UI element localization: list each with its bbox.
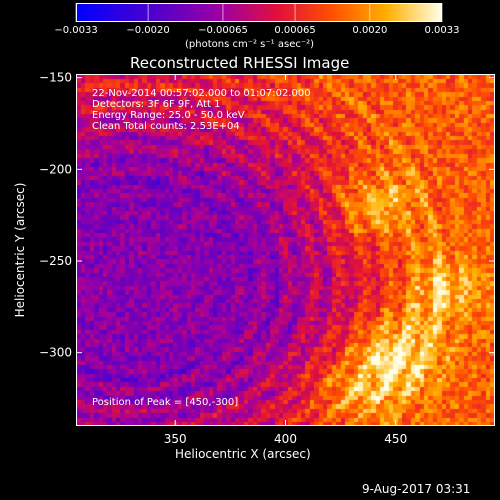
- x-axis-label: Heliocentric X (arcsec): [175, 447, 311, 461]
- colorbar-label: (photons cm⁻² s⁻¹ asec⁻²): [185, 39, 315, 50]
- info-energy-range: Energy Range: 25.0 - 50.0 keV: [92, 110, 245, 121]
- colorbar-tick-label: 0.0020: [352, 25, 388, 36]
- x-tick-label: 400: [274, 432, 297, 446]
- peak-position-label: Position of Peak = [450,-300]: [92, 397, 239, 408]
- chart-title: Reconstructed RHESSI Image: [130, 54, 350, 72]
- info-detectors: Detectors: 3F 6F 9F, Att 1: [92, 99, 221, 110]
- y-tick-label: −250: [39, 254, 72, 268]
- image-plot: 22-Nov-2014 00:57:02.000 to 01:07:02.000…: [76, 74, 495, 426]
- y-tick-label: −200: [39, 162, 72, 176]
- x-tick-label: 350: [164, 432, 187, 446]
- y-axis-label: Heliocentric Y (arcsec): [13, 182, 27, 318]
- heatmap-image: [77, 75, 494, 425]
- y-tick-label: −300: [39, 346, 72, 360]
- colorbar-tick-label: −0.00065: [198, 25, 248, 36]
- info-clean-counts: Clean Total counts: 2.53E+04: [92, 121, 240, 132]
- info-time-range: 22-Nov-2014 00:57:02.000 to 01:07:02.000: [92, 88, 311, 99]
- colorbar-tick-label: 0.00065: [274, 25, 316, 36]
- colorbar-tick-label: 0.0033: [424, 25, 460, 36]
- colorbar-ticks: −0.0033 −0.0020 −0.00065 0.00065 0.0020 0.003…: [0, 25, 500, 41]
- footer-date: 9-Aug-2017 03:31: [362, 482, 471, 496]
- colorbar-tick-label: −0.0020: [126, 25, 170, 36]
- y-tick-label: −150: [39, 71, 72, 85]
- x-tick-label: 450: [384, 432, 407, 446]
- colorbar-tick-label: −0.0033: [54, 25, 98, 36]
- colorbar: [76, 3, 442, 22]
